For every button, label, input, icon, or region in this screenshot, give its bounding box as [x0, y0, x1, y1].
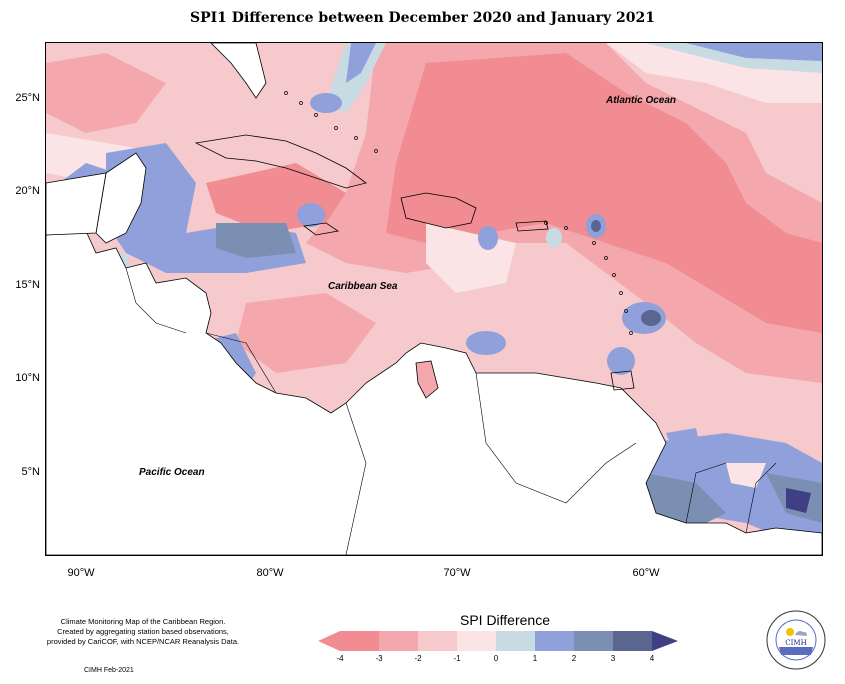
- legend-colorbar: [318, 631, 678, 651]
- legend-tick-2: 2: [571, 654, 577, 663]
- legend-tick-m2: -2: [414, 654, 422, 663]
- lat-tick-10n: 10°N: [15, 372, 40, 384]
- pacific-ocean-label: Pacific Ocean: [139, 467, 205, 478]
- legend-tick-m3: -3: [375, 654, 383, 663]
- spi-map: Atlantic Ocean Caribbean Sea Pacific Oce…: [45, 42, 823, 556]
- credits-stamp: CIMH Feb-2021: [84, 667, 134, 674]
- credits-line-2: Created by aggregating station based obs…: [57, 627, 229, 636]
- lon-tick-70w: 70°W: [443, 567, 471, 579]
- credits-line-3: provided by CariCOF, with NCEP/NCAR Rean…: [46, 637, 240, 646]
- credits-line-1: Climate Monitoring Map of the Caribbean …: [60, 617, 226, 626]
- map-title: SPI1 Difference between December 2020 an…: [190, 10, 655, 26]
- legend-tick-4: 4: [649, 654, 655, 663]
- cimh-logo: CIMH: [766, 610, 826, 670]
- lat-tick-25n: 25°N: [15, 92, 40, 104]
- atlantic-ocean-label: Atlantic Ocean: [606, 95, 677, 106]
- legend-tick-m1: -1: [453, 654, 461, 663]
- lon-tick-90w: 90°W: [67, 567, 95, 579]
- legend-title: SPI Difference: [459, 612, 550, 628]
- spi-contour-field: [46, 43, 822, 555]
- caribbean-sea-label: Caribbean Sea: [328, 281, 398, 292]
- legend-tick-1: 1: [532, 654, 538, 663]
- lat-tick-15n: 15°N: [15, 279, 40, 291]
- lat-tick-20n: 20°N: [15, 185, 40, 197]
- logo-text: CIMH: [785, 639, 806, 647]
- lon-tick-60w: 60°W: [632, 567, 660, 579]
- legend-tick-0: 0: [493, 654, 499, 663]
- legend-tick-3: 3: [610, 654, 616, 663]
- legend-tick-m4: -4: [336, 654, 344, 663]
- lat-tick-5n: 5°N: [21, 466, 40, 478]
- map-credits: Climate Monitoring Map of the Caribbean …: [18, 617, 268, 647]
- lon-tick-80w: 80°W: [256, 567, 284, 579]
